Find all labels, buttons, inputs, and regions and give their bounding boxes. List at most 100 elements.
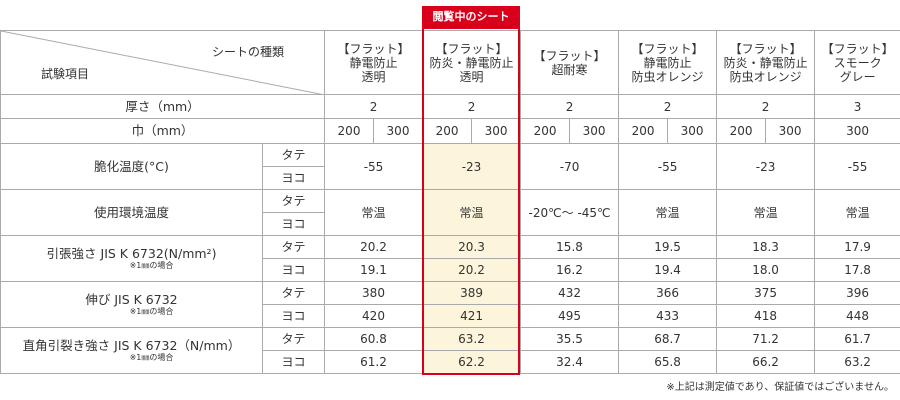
cell: 63.2 bbox=[422, 327, 522, 351]
cell: 常温 bbox=[323, 189, 424, 236]
cell: 19.5 bbox=[618, 235, 718, 259]
sheet-name-line: 静電防止 bbox=[643, 55, 692, 70]
sheet-name-line: 【フラット】 bbox=[821, 41, 894, 56]
cell: 63.2 bbox=[814, 350, 900, 374]
sheet-name-line: 透明 bbox=[361, 69, 386, 84]
cell: 60.8 bbox=[323, 327, 424, 351]
cell: 2 bbox=[520, 94, 620, 119]
sheet-header: 【フラット】 静電防止 防虫オレンジ bbox=[618, 30, 718, 95]
data-row: 引張強さ JIS K 6732(N/mm²) ※1㎜の場合 タテ 20.2 20.3 15… bbox=[0, 235, 900, 282]
sheet-header: 【フラット】 防炎・静電防止 透明 bbox=[422, 30, 522, 95]
sheet-header: 【フラット】 超耐寒 bbox=[520, 30, 620, 95]
data-row: 使用環境温度 タテ 常温 常温 -20℃～ -45℃ 常温 常温 常温 bbox=[0, 189, 900, 236]
direction: タテ bbox=[262, 327, 325, 351]
sheet-name-line: 超耐寒 bbox=[551, 62, 588, 77]
property-label: 伸び JIS K 6732 bbox=[85, 291, 178, 307]
cell: 495 bbox=[520, 304, 620, 328]
cell: 300 bbox=[765, 118, 816, 144]
direction: タテ bbox=[262, 189, 325, 213]
row-label: 使用環境温度 bbox=[0, 189, 263, 236]
property-label: 使用環境温度 bbox=[93, 204, 169, 220]
direction: ヨコ bbox=[262, 258, 325, 282]
data-row: ヨコ bbox=[1, 212, 900, 236]
cell: 418 bbox=[716, 304, 816, 328]
cell: 17.8 bbox=[814, 258, 900, 282]
property-label: 脆化温度(°C) bbox=[94, 158, 169, 174]
row-label: 巾（mm） bbox=[0, 118, 325, 144]
cell: 2 bbox=[422, 94, 522, 119]
cell: 62.2 bbox=[422, 350, 522, 374]
property-label: 引張強さ JIS K 6732(N/mm²) bbox=[46, 245, 217, 261]
cell: 300 bbox=[372, 118, 424, 144]
cell: 65.8 bbox=[618, 350, 718, 374]
cell: 375 bbox=[716, 281, 816, 305]
sheet-name-line: 【フラット】 bbox=[729, 41, 802, 56]
cell: 18.3 bbox=[716, 235, 816, 259]
data-row: 脆化温度(°C) タテ -55 -23 -70 -55 -23 -55 bbox=[0, 143, 900, 190]
sheet-name-line: 【フラット】 bbox=[631, 41, 704, 56]
corner-bottom: 試験項目 bbox=[41, 67, 90, 81]
cell: 2 bbox=[323, 94, 424, 119]
data-row: 伸び JIS K 6732 ※1㎜の場合 タテ 380 389 432 366 375 396 bbox=[0, 281, 900, 328]
property-note: ※1㎜の場合 bbox=[129, 352, 174, 362]
cell: 18.0 bbox=[716, 258, 816, 282]
data-row: ヨコ 61.2 62.2 32.4 65.8 66.2 63.2 bbox=[1, 350, 900, 374]
cell: 300 bbox=[667, 118, 718, 144]
data-row: 直角引裂き強さ JIS K 6732（N/mm） ※1㎜の場合 タテ 60.8 63.2… bbox=[0, 327, 900, 374]
sheet-name-line: 防炎・静電防止 bbox=[429, 55, 514, 70]
cell: 19.4 bbox=[618, 258, 718, 282]
sheet-name-line: グレー bbox=[839, 69, 876, 84]
direction: ヨコ bbox=[262, 350, 325, 374]
cell: -23 bbox=[716, 143, 816, 190]
cell: 15.8 bbox=[520, 235, 620, 259]
cell: -55 bbox=[618, 143, 718, 190]
cell: -70 bbox=[520, 143, 620, 190]
cell: 433 bbox=[618, 304, 718, 328]
cell: -23 bbox=[422, 143, 522, 190]
data-row: ヨコ bbox=[1, 166, 900, 190]
data-row: ヨコ 19.1 20.2 16.2 19.4 18.0 17.8 bbox=[1, 258, 900, 282]
width-row: 巾（mm） 200 300 200 300 200 300 200 300 200 300 300 bbox=[0, 118, 900, 144]
row-label: 伸び JIS K 6732 ※1㎜の場合 bbox=[0, 281, 263, 328]
cell: 16.2 bbox=[520, 258, 620, 282]
row-label: 直角引裂き強さ JIS K 6732（N/mm） ※1㎜の場合 bbox=[0, 327, 263, 374]
cell: 32.4 bbox=[520, 350, 620, 374]
sheet-name-line: 防虫オレンジ bbox=[729, 69, 802, 84]
cell: -55 bbox=[814, 143, 900, 190]
direction: ヨコ bbox=[262, 212, 325, 236]
sheet-header: 【フラット】 防炎・静電防止 防虫オレンジ bbox=[716, 30, 816, 95]
cell: 200 bbox=[716, 118, 767, 144]
cell: 380 bbox=[323, 281, 424, 305]
cell: 300 bbox=[471, 118, 522, 144]
cell: 68.7 bbox=[618, 327, 718, 351]
cell: 66.2 bbox=[716, 350, 816, 374]
viewing-tab: 閲覧中のシート bbox=[422, 6, 520, 28]
row-label: 引張強さ JIS K 6732(N/mm²) ※1㎜の場合 bbox=[0, 235, 263, 282]
cell: 200 bbox=[324, 118, 374, 144]
cell: 常温 bbox=[422, 189, 522, 236]
cell: 71.2 bbox=[716, 327, 816, 351]
cell: 389 bbox=[422, 281, 522, 305]
sheet-name-line: 【フラット】 bbox=[533, 48, 606, 63]
sheet-name-line: 静電防止 bbox=[349, 55, 398, 70]
direction: タテ bbox=[262, 143, 325, 167]
sheet-name-line: 【フラット】 bbox=[435, 41, 508, 56]
corner-cell: シートの種類 試験項目 bbox=[0, 30, 325, 95]
cell: 432 bbox=[520, 281, 620, 305]
cell: 常温 bbox=[618, 189, 718, 236]
cell: 常温 bbox=[716, 189, 816, 236]
cell: 200 bbox=[422, 118, 473, 144]
row-label: 脆化温度(°C) bbox=[0, 143, 263, 190]
sheet-name-line: スモーク bbox=[833, 55, 882, 70]
direction: ヨコ bbox=[262, 304, 325, 328]
cell: 420 bbox=[323, 304, 424, 328]
cell: 19.1 bbox=[323, 258, 424, 282]
cell: -55 bbox=[323, 143, 424, 190]
sheet-name-line: 【フラット】 bbox=[337, 41, 410, 56]
cell: 20.2 bbox=[323, 235, 424, 259]
cell: 常温 bbox=[814, 189, 900, 236]
cell: 421 bbox=[422, 304, 522, 328]
cell: -20℃～ -45℃ bbox=[520, 189, 620, 236]
cell: 20.2 bbox=[422, 258, 522, 282]
